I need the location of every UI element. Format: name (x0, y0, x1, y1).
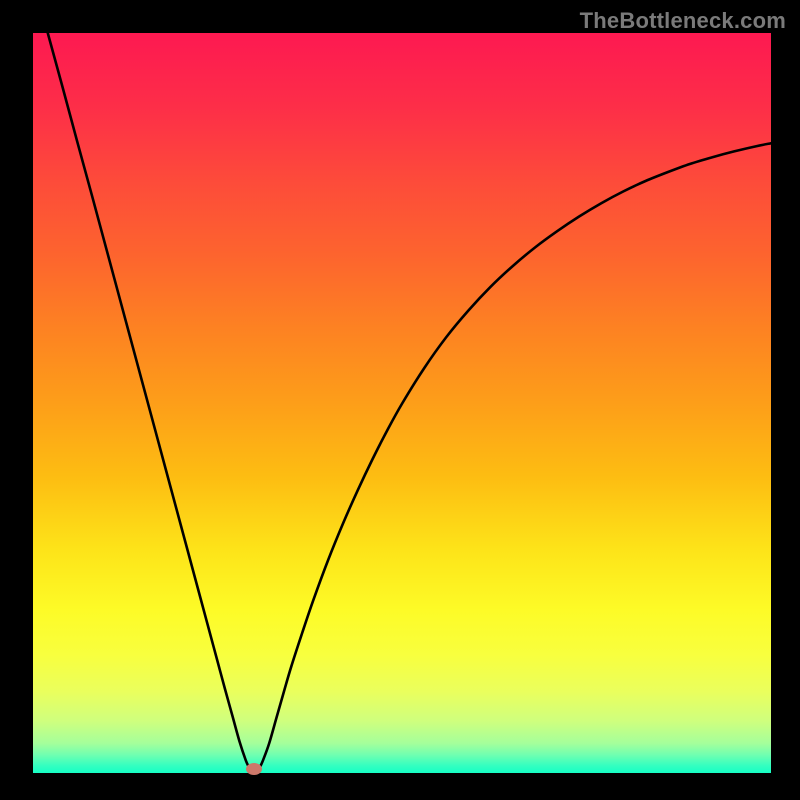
optimum-marker (246, 763, 262, 775)
watermark-text: TheBottleneck.com (580, 8, 786, 34)
chart-container: TheBottleneck.com (0, 0, 800, 800)
bottleneck-curve (33, 33, 771, 773)
plot-area (33, 33, 771, 773)
